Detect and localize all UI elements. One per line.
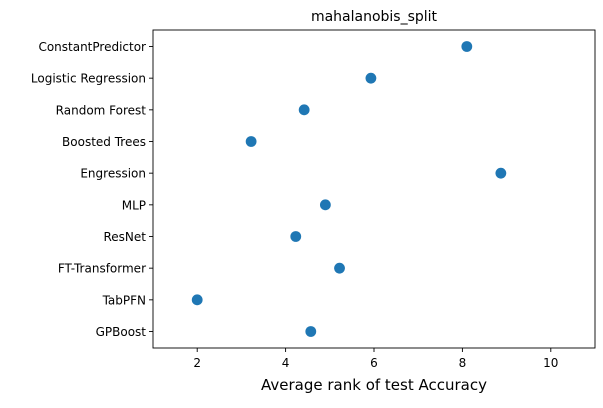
y-tick-label: ResNet: [104, 230, 147, 244]
data-points: [191, 41, 507, 337]
x-tick-label: 10: [543, 356, 558, 370]
y-tick-label: TabPFN: [102, 293, 146, 307]
x-tick-label: 2: [193, 356, 201, 370]
x-tick-label: 8: [459, 356, 467, 370]
y-tick-label: Boosted Trees: [62, 135, 146, 149]
x-tick-label: 6: [370, 356, 378, 370]
y-tick-label: Engression: [80, 167, 146, 181]
data-point: [245, 136, 257, 147]
data-point: [191, 294, 203, 306]
data-point: [298, 104, 310, 116]
y-tick-label: MLP: [122, 198, 146, 212]
data-point: [334, 262, 345, 274]
data-point: [290, 231, 302, 242]
chart-title: mahalanobis_split: [311, 9, 438, 25]
y-tick-label: ConstantPredictor: [38, 40, 146, 54]
y-tick-label: FT-Transformer: [58, 262, 146, 276]
x-axis-title: Average rank of test Accuracy: [261, 376, 487, 394]
y-tick-label: Logistic Regression: [31, 72, 146, 86]
data-point: [305, 326, 317, 337]
y-tick-label: GPBoost: [96, 325, 147, 339]
y-axis: ConstantPredictor Logistic Regression Rand…: [31, 40, 153, 339]
y-tick-label: Random Forest: [56, 103, 147, 117]
data-point: [461, 41, 473, 52]
data-point: [365, 72, 377, 84]
x-tick-label: 4: [282, 356, 290, 370]
data-point: [319, 199, 331, 211]
x-axis: 2 4 6 8 10: [193, 348, 558, 370]
data-point: [495, 167, 507, 179]
